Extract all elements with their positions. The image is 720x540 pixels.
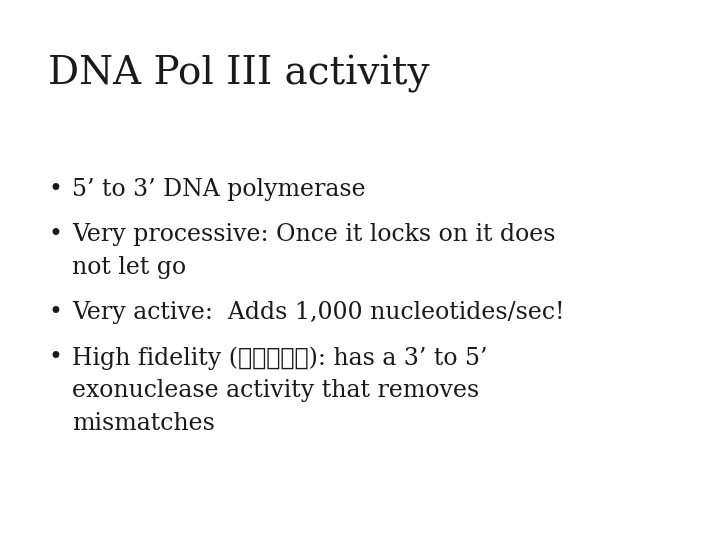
Text: mismatches: mismatches (72, 412, 215, 435)
Text: •: • (48, 346, 62, 369)
Text: not let go: not let go (72, 256, 186, 279)
Text: •: • (48, 223, 62, 246)
Text: •: • (48, 301, 62, 324)
Text: 5’ to 3’ DNA polymerase: 5’ to 3’ DNA polymerase (72, 178, 366, 201)
Text: DNA Pol III activity: DNA Pol III activity (48, 55, 430, 93)
Text: High fidelity (מדויק): has a 3’ to 5’: High fidelity (מדויק): has a 3’ to 5’ (72, 346, 487, 369)
Text: Very processive: Once it locks on it does: Very processive: Once it locks on it doe… (72, 223, 556, 246)
Text: Very active:  Adds 1,000 nucleotides/sec!: Very active: Adds 1,000 nucleotides/sec! (72, 301, 564, 324)
Text: exonuclease activity that removes: exonuclease activity that removes (72, 379, 480, 402)
Text: •: • (48, 178, 62, 201)
